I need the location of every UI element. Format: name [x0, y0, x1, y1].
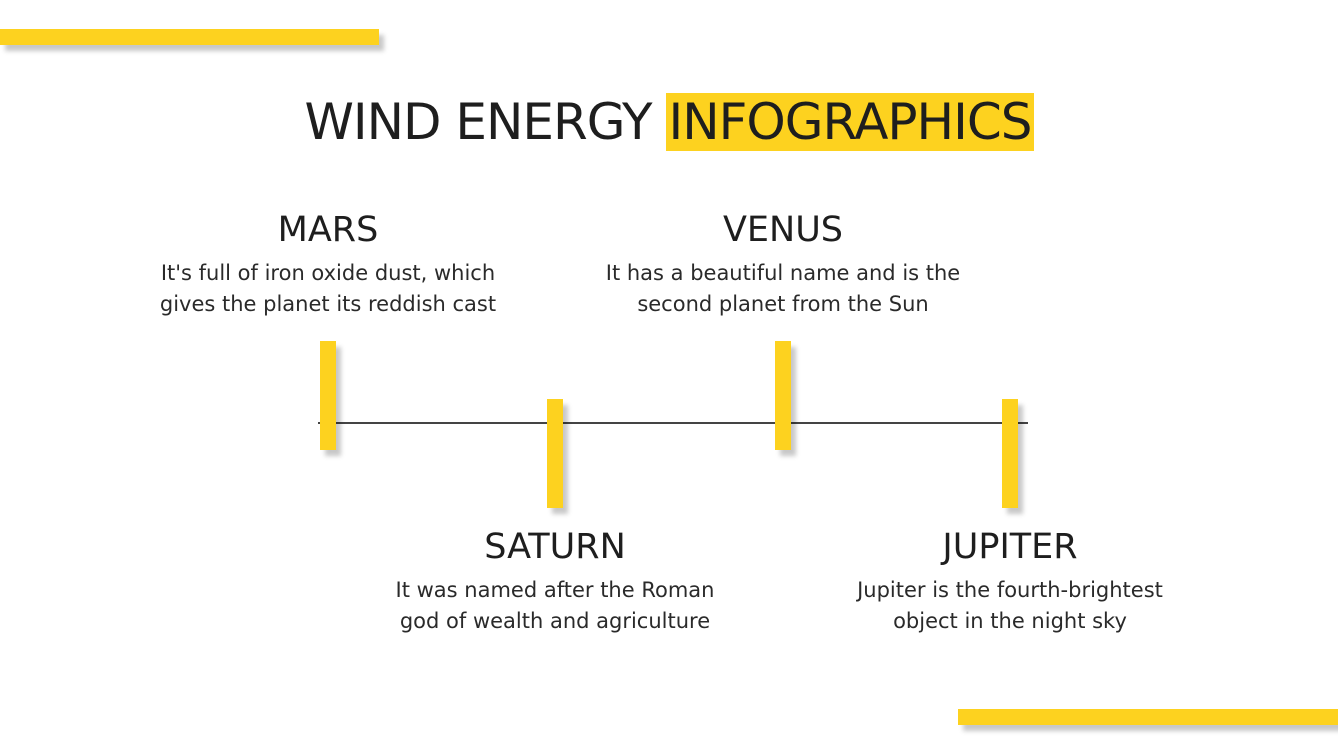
title-main: WIND ENERGY — [304, 93, 652, 151]
item-heading: JUPITER — [942, 527, 1078, 567]
top-decorative-bar — [0, 29, 379, 45]
timeline-marker-mars — [320, 341, 336, 450]
item-heading: VENUS — [722, 210, 844, 250]
item-text: Jupiter is the fourth-brightest object i… — [857, 578, 1163, 633]
item-text: It's full of iron oxide dust, which give… — [159, 261, 497, 316]
item-heading: MARS — [277, 210, 379, 250]
item-mars: MARS It's full of iron oxide dust, which… — [118, 208, 538, 320]
timeline-marker-venus — [775, 341, 791, 450]
item-heading: SATURN — [484, 527, 626, 567]
title-highlight: INFOGRAPHICS — [666, 93, 1034, 151]
item-jupiter: JUPITER Jupiter is the fourth-brightest … — [800, 525, 1220, 637]
bottom-decorative-bar — [958, 709, 1338, 725]
item-venus: VENUS It has a beautiful name and is the… — [573, 208, 993, 320]
item-text: It has a beautiful name and is the secon… — [605, 261, 961, 316]
item-saturn: SATURN It was named after the Roman god … — [345, 525, 765, 637]
page-title: WIND ENERGY INFOGRAPHICS — [0, 90, 1338, 154]
item-text: It was named after the Roman god of weal… — [395, 578, 715, 633]
timeline-marker-saturn — [547, 399, 563, 508]
timeline-line — [318, 422, 1028, 424]
timeline-marker-jupiter — [1002, 399, 1018, 508]
